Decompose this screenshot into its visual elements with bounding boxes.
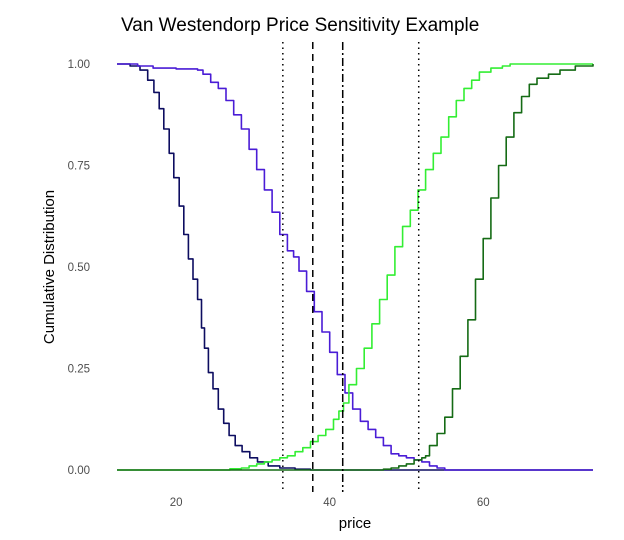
series-line-3 bbox=[117, 63, 593, 471]
y-axis-title: Cumulative Distribution bbox=[41, 190, 58, 344]
series-layer bbox=[117, 63, 594, 471]
x-axis-title: price bbox=[339, 515, 372, 532]
y-tick-label: 0.25 bbox=[68, 364, 90, 376]
series-line-2 bbox=[117, 63, 593, 471]
y-axis-ticks: 0.00 0.25 0.50 0.75 1.00 bbox=[68, 59, 90, 477]
x-tick-label: 40 bbox=[323, 497, 336, 509]
chart-title: Van Westendorp Price Sensitivity Example bbox=[121, 15, 479, 36]
y-tick-label: 1.00 bbox=[68, 59, 90, 71]
series-line-4 bbox=[117, 64, 594, 471]
y-tick-label: 0.75 bbox=[68, 161, 90, 173]
x-axis-ticks: 20 40 60 bbox=[170, 497, 490, 509]
reference-lines bbox=[282, 42, 420, 492]
x-tick-label: 20 bbox=[170, 497, 183, 509]
y-tick-label: 0.00 bbox=[68, 465, 90, 477]
series-line-1 bbox=[117, 63, 593, 471]
x-tick-label: 60 bbox=[477, 497, 490, 509]
y-tick-label: 0.50 bbox=[68, 262, 90, 274]
